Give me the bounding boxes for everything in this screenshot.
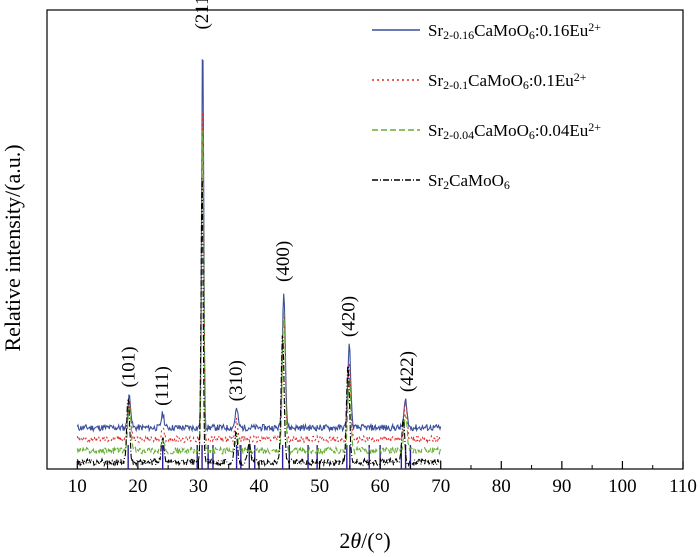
x-tick-label: 70 <box>431 476 450 497</box>
peak-label: (111) <box>152 366 173 406</box>
legend-label-3: Sr2CaMoO6 <box>428 171 510 192</box>
reference-pattern <box>127 445 412 469</box>
x-axis-title: 2θ/(°) <box>339 528 390 553</box>
plot-area <box>46 9 684 470</box>
x-tick-label: 20 <box>128 476 147 497</box>
peak-label: (420) <box>339 296 360 337</box>
legend-label-0: Sr2-0.16CaMoO6:0.16Eu2+ <box>428 20 601 42</box>
y-axis-title: Relative intensity/(a.u.) <box>0 144 25 351</box>
peak-labels: (101) (111) (211) (310) (400) (420) (422) <box>119 0 418 406</box>
legend: Sr2-0.16CaMoO6:0.16Eu2+ Sr2-0.1CaMoO6:0.1… <box>372 20 601 192</box>
x-tick-label: 50 <box>310 476 329 497</box>
legend-label-2: Sr2-0.04CaMoO6:0.04Eu2+ <box>428 120 601 142</box>
series-line-1 <box>76 112 442 445</box>
legend-label-1: Sr2-0.1CaMoO6:0.1Eu2+ <box>428 70 587 92</box>
peak-label: (101) <box>119 346 140 387</box>
x-tick-label: 10 <box>68 476 87 497</box>
series-line-2 <box>76 130 442 456</box>
x-axis-title-text: 2θ/(°) <box>339 528 390 553</box>
x-tick-label: 80 <box>492 476 511 497</box>
x-tick-label: 90 <box>552 476 571 497</box>
peak-label: (400) <box>273 241 294 282</box>
x-tick-label: 60 <box>371 476 390 497</box>
x-axis: 10 20 30 40 50 60 70 80 90 100 110 <box>46 461 697 497</box>
peak-label: (211) <box>192 0 213 30</box>
plot-frame <box>46 9 684 470</box>
x-tick-label: 30 <box>189 476 208 497</box>
x-tick-label: 110 <box>669 476 697 497</box>
x-tick-label: 100 <box>608 476 637 497</box>
series-group <box>76 58 442 468</box>
series-line-0 <box>76 58 442 433</box>
peak-label: (422) <box>397 351 418 392</box>
x-tick-label: 40 <box>250 476 269 497</box>
peak-label: (310) <box>226 360 247 401</box>
